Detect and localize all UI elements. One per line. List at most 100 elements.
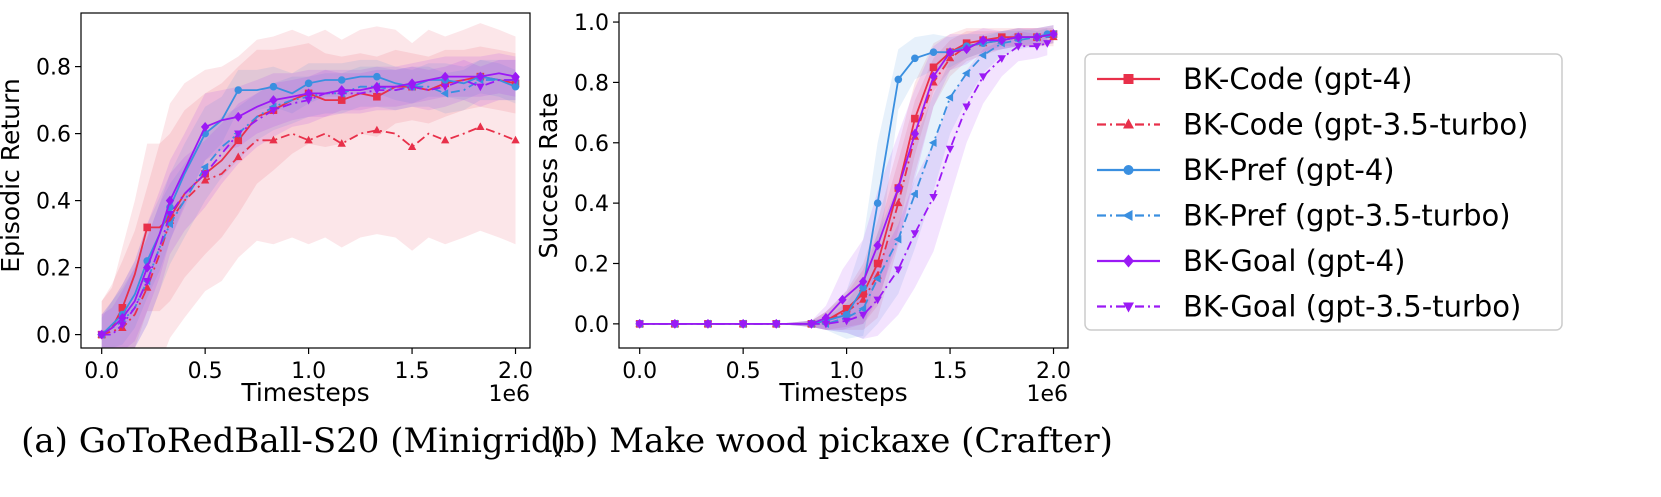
x-tick-label: 2.0 [498, 359, 533, 384]
data-point [910, 128, 920, 139]
legend-marker [1123, 302, 1134, 313]
data-point [1014, 32, 1023, 43]
data-point [929, 63, 938, 72]
data-point [1049, 29, 1058, 40]
x-tick-label: 1.0 [829, 359, 864, 384]
data-point [821, 320, 831, 329]
data-point [821, 312, 831, 323]
data-point [945, 93, 954, 102]
data-point [929, 194, 938, 202]
data-point [858, 311, 868, 320]
y-tick-label: 1.0 [574, 11, 609, 36]
data-point [911, 114, 919, 123]
data-point [407, 83, 417, 92]
data-point [165, 219, 174, 229]
data-point [200, 170, 210, 179]
legend-entry: BK-Code (gpt-3.5-turbo) [1097, 108, 1528, 142]
data-point [738, 320, 748, 329]
series-line [101, 75, 516, 336]
data-point [703, 320, 713, 329]
data-point [511, 135, 520, 144]
legend-marker [1123, 74, 1134, 84]
data-point [873, 199, 882, 207]
data-point [894, 266, 903, 275]
legend-marker [1122, 210, 1133, 221]
legend-label: BK-Goal (gpt-3.5-turbo) [1183, 290, 1521, 324]
y-tick-label: 0.8 [574, 71, 609, 96]
x-tick-label: 0.5 [188, 359, 223, 384]
y-tick-label: 0.0 [574, 313, 609, 338]
y-tick-label: 0.4 [36, 190, 71, 215]
data-point [978, 73, 988, 81]
data-point [894, 183, 903, 193]
data-point [372, 87, 382, 95]
data-point [910, 230, 920, 238]
legend-marker [1123, 254, 1134, 268]
data-point [997, 35, 1006, 46]
data-point [858, 295, 868, 303]
data-point [304, 135, 313, 144]
data-point [772, 320, 781, 329]
data-point [635, 320, 644, 329]
data-point [1043, 40, 1052, 48]
data-point [304, 88, 313, 99]
data-point [978, 35, 988, 46]
y-tick-label: 0.6 [36, 123, 71, 148]
data-point [118, 321, 127, 330]
data-point [873, 259, 882, 268]
data-point [670, 320, 680, 329]
series-6 [635, 40, 1052, 329]
data-point [234, 86, 243, 94]
series-line [101, 72, 516, 336]
panel-a: 0.0 0.5 1.0 1.5 2.0 0.0 0.2 0.4 0.6 0.8 Timesteps E… [0, 12, 566, 461]
data-point [440, 71, 450, 82]
data-point [143, 277, 152, 286]
data-point [407, 142, 417, 151]
y-tick-label: 0.4 [574, 192, 609, 217]
x-tick-label: 1.5 [395, 359, 430, 384]
confidence-bands [101, 23, 516, 348]
data-point [269, 82, 278, 91]
data-point [234, 152, 243, 161]
data-point [1032, 43, 1042, 51]
data-point [97, 331, 106, 340]
data-point [945, 53, 955, 62]
band-4 [639, 25, 1054, 339]
data-point [373, 72, 381, 81]
series-line [101, 79, 516, 336]
legend-entry: BK-Pref (gpt-4) [1097, 153, 1395, 187]
data-point [143, 283, 152, 291]
panel-caption: (b) Make wood pickaxe (Crafter) [550, 421, 1113, 461]
band-6 [101, 59, 516, 348]
data-point [859, 289, 867, 298]
data-point [858, 304, 867, 313]
legend-entry: BK-Goal (gpt-3.5-turbo) [1097, 290, 1521, 324]
data-point [304, 97, 313, 105]
data-point [945, 145, 955, 154]
legend-marker [1123, 118, 1134, 129]
data-point [143, 223, 152, 232]
x-offset-label: 1e6 [488, 382, 530, 407]
data-point [910, 189, 918, 199]
data-point [143, 262, 152, 273]
data-point [269, 107, 278, 115]
data-point [929, 71, 938, 82]
data-point [929, 48, 938, 57]
band-6 [639, 31, 1048, 339]
x-axis-title: Timesteps [778, 378, 907, 407]
data-point [1032, 32, 1042, 43]
data-point [894, 198, 903, 207]
data-point [858, 276, 868, 287]
plot-frame [80, 12, 531, 349]
plot-frame [618, 12, 1069, 349]
data-point [873, 274, 881, 283]
data-point [440, 135, 450, 144]
data-point [118, 312, 127, 323]
data-point [440, 83, 450, 92]
y-tick-label: 0.6 [574, 132, 609, 157]
data-point [997, 55, 1006, 63]
data-point [807, 320, 816, 329]
data-point [894, 75, 903, 84]
data-point [1014, 43, 1023, 51]
series-line [101, 79, 516, 336]
